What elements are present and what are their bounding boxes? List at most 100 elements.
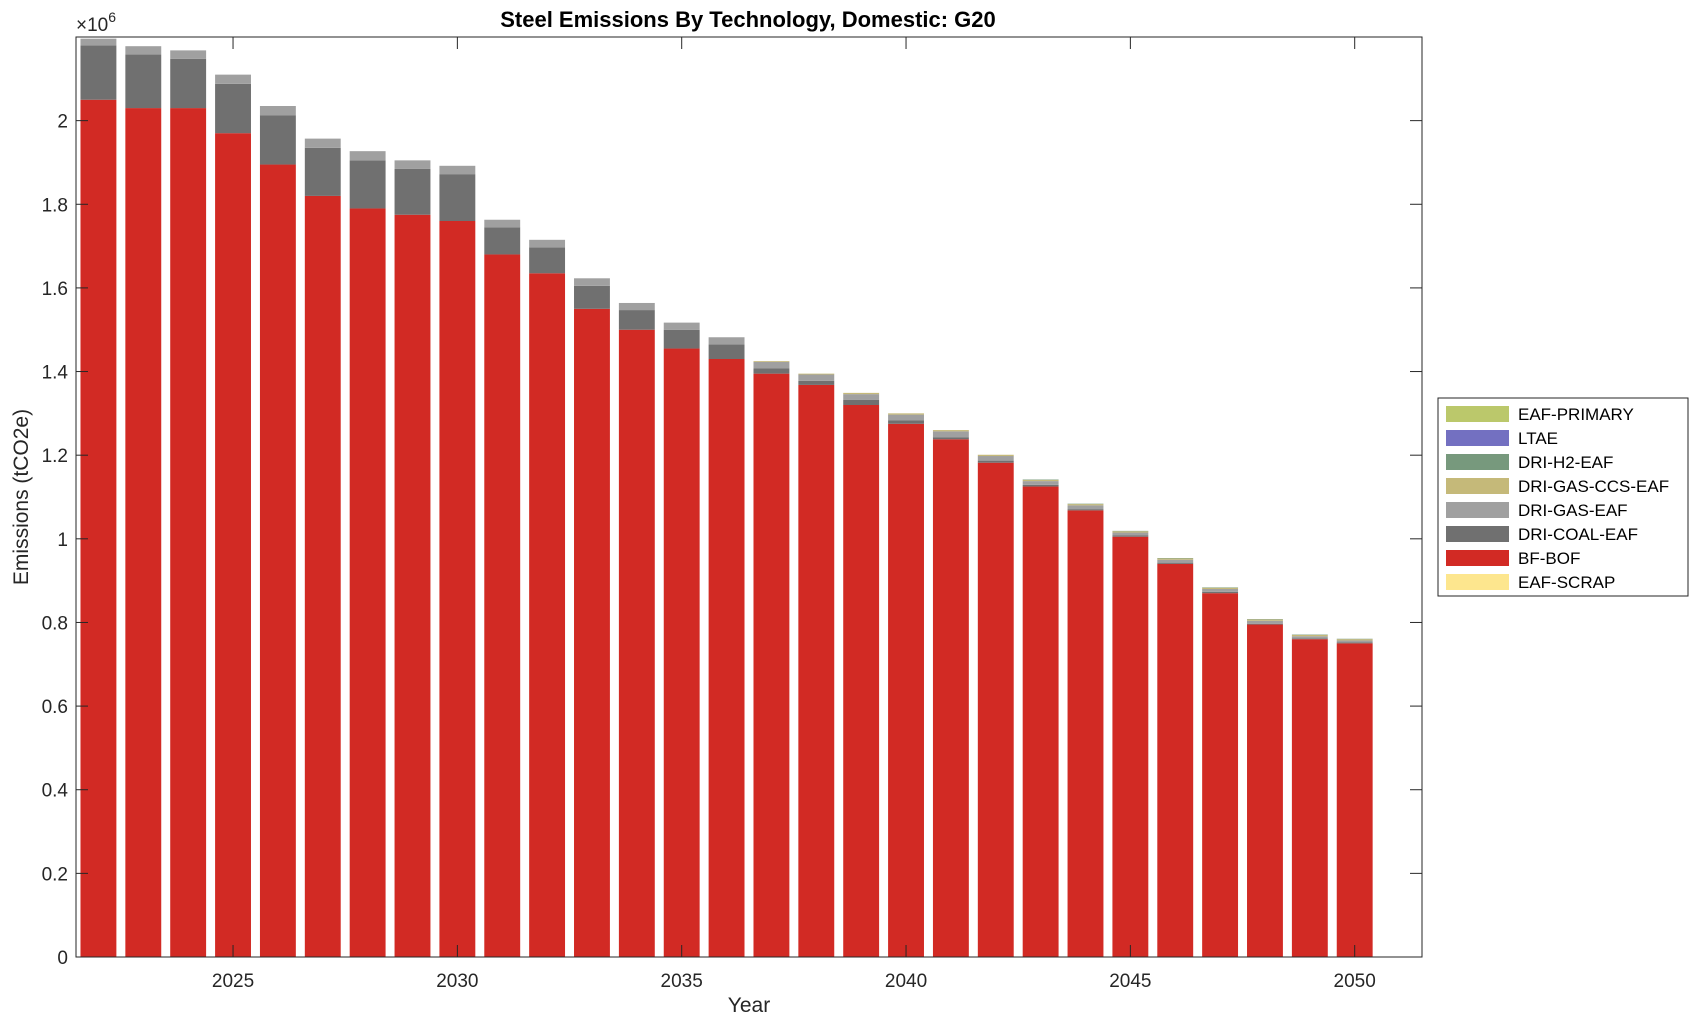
bar-dri-gas-ccs-eaf-2040 <box>888 413 924 415</box>
legend-label-bf-bof: BF-BOF <box>1518 549 1580 568</box>
bar-dri-coal-eaf-2049 <box>1291 638 1328 640</box>
bar-bf-bof-2046 <box>1157 563 1194 957</box>
legend-swatch-eaf-primary <box>1446 406 1509 422</box>
y-axis-label: Emissions (tCO2e) <box>10 409 33 585</box>
bar-dri-coal-eaf-2042 <box>977 460 1014 463</box>
bar-bf-bof-2045 <box>1112 536 1149 957</box>
bar-dri-coal-eaf-2043 <box>1022 484 1059 487</box>
y-tick-label: 1.4 <box>42 363 69 384</box>
bar-bf-bof-2035 <box>663 348 700 957</box>
bar-dri-gas-ccs-eaf-2047 <box>1202 587 1239 589</box>
bar-dri-gas-eaf-2040 <box>888 414 924 421</box>
bar-dri-coal-eaf-2023 <box>125 54 162 109</box>
bar-dri-gas-eaf-2044 <box>1067 505 1104 510</box>
x-tick-label: 2040 <box>885 971 927 992</box>
bar-dri-coal-eaf-2031 <box>484 227 521 255</box>
bar-dri-gas-eaf-2029 <box>394 160 431 169</box>
y-tick-label: 1 <box>57 530 68 551</box>
bar-dri-coal-eaf-2048 <box>1247 623 1283 625</box>
bar-bf-bof-2032 <box>529 273 566 957</box>
bar-dri-coal-eaf-2022 <box>80 45 117 100</box>
x-axis: 2025 2030 2035 2040 2045 2050 <box>212 37 1376 992</box>
bar-bf-bof-2038 <box>798 384 835 957</box>
bar-dri-coal-eaf-2033 <box>574 285 610 309</box>
y-exponent-label: ×106 <box>76 9 116 36</box>
bar-bf-bof-2043 <box>1022 486 1059 957</box>
bar-dri-gas-eaf-2026 <box>259 106 296 116</box>
bar-dri-coal-eaf-2029 <box>394 168 431 215</box>
bar-bf-bof-2028 <box>349 208 386 957</box>
bar-bf-bof-2024 <box>170 108 207 958</box>
bar-dri-coal-eaf-2034 <box>618 310 655 330</box>
legend-label-eaf-scrap: EAF-SCRAP <box>1518 573 1615 592</box>
bar-dri-gas-eaf-2046 <box>1157 559 1194 563</box>
bar-dri-coal-eaf-2045 <box>1112 535 1149 537</box>
bar-dri-gas-ccs-eaf-2037 <box>753 361 790 362</box>
bar-dri-coal-eaf-2036 <box>708 344 745 359</box>
legend-swatch-dri-h2-eaf <box>1446 454 1509 470</box>
bar-dri-coal-eaf-2025 <box>215 83 251 134</box>
bar-dri-coal-eaf-2037 <box>753 368 790 374</box>
bar-dri-gas-eaf-2050 <box>1336 640 1373 643</box>
y-axis: 0 0.2 0.4 0.6 0.8 1 1.2 1.4 1.6 1.8 2 <box>42 112 1422 969</box>
bar-dri-gas-eaf-2037 <box>753 361 790 369</box>
bar-dri-gas-eaf-2033 <box>574 278 610 286</box>
chart-title: Steel Emissions By Technology, Domestic:… <box>500 7 996 32</box>
y-exponent-power: 6 <box>108 9 116 25</box>
legend-swatch-dri-coal-eaf <box>1446 526 1509 542</box>
bar-dri-gas-ccs-eaf-2048 <box>1247 619 1283 621</box>
bar-dri-gas-ccs-eaf-2050 <box>1336 639 1373 641</box>
bar-dri-coal-eaf-2027 <box>304 147 341 196</box>
bar-dri-gas-ccs-eaf-2042 <box>977 454 1014 457</box>
bar-dri-gas-eaf-2047 <box>1202 589 1239 592</box>
legend-label-dri-gas-eaf: DRI-GAS-EAF <box>1518 501 1628 520</box>
legend: EAF-PRIMARY LTAE DRI-H2-EAF DRI-GAS-CCS-EAF… <box>1437 397 1689 597</box>
bar-dri-gas-eaf-2022 <box>80 38 117 46</box>
bar-dri-coal-eaf-2039 <box>843 399 880 405</box>
bar-bf-bof-2037 <box>753 373 790 957</box>
bar-dri-coal-eaf-2041 <box>932 437 969 440</box>
bar-dri-gas-eaf-2030 <box>439 165 476 175</box>
bar-bf-bof-2030 <box>439 221 476 957</box>
bar-dri-gas-ccs-eaf-2046 <box>1157 558 1194 560</box>
bar-dri-gas-eaf-2034 <box>618 302 655 311</box>
bar-bf-bof-2036 <box>708 359 745 957</box>
bar-bf-bof-2027 <box>304 195 341 957</box>
bar-bf-bof-2048 <box>1247 624 1283 957</box>
legend-swatch-dri-gas-eaf <box>1446 502 1509 518</box>
bar-dri-gas-eaf-2023 <box>125 46 162 55</box>
bar-dri-gas-eaf-2024 <box>170 50 207 59</box>
bar-bf-bof-2034 <box>618 329 655 958</box>
bar-dri-coal-eaf-2050 <box>1336 642 1373 644</box>
bar-dri-gas-eaf-2048 <box>1247 620 1283 624</box>
bar-dri-coal-eaf-2035 <box>663 329 700 349</box>
y-tick-label: 0.8 <box>42 613 68 634</box>
bar-bf-bof-2041 <box>932 439 969 957</box>
y-tick-label: 0.4 <box>42 781 69 802</box>
x-tick-label: 2030 <box>436 971 478 992</box>
legend-label-dri-coal-eaf: DRI-COAL-EAF <box>1518 525 1638 544</box>
bar-bf-bof-2040 <box>888 423 924 957</box>
bar-dri-gas-ccs-eaf-2041 <box>932 430 969 432</box>
bar-dri-gas-eaf-2025 <box>215 74 251 84</box>
x-tick-label: 2045 <box>1109 971 1151 992</box>
bar-dri-gas-ccs-eaf-2038 <box>798 373 835 375</box>
y-tick-label: 2 <box>57 112 68 133</box>
bar-bf-bof-2025 <box>215 133 251 957</box>
bar-dri-gas-eaf-2028 <box>349 151 386 161</box>
legend-label-ltae: LTAE <box>1518 429 1558 448</box>
bar-dri-gas-eaf-2032 <box>529 239 566 248</box>
bar-dri-coal-eaf-2038 <box>798 380 835 385</box>
bars-group <box>80 38 1373 958</box>
bar-dri-coal-eaf-2030 <box>439 174 476 221</box>
y-exponent-base: ×10 <box>76 15 108 36</box>
bar-dri-coal-eaf-2032 <box>529 247 566 274</box>
bar-dri-gas-ccs-eaf-2044 <box>1067 504 1104 506</box>
bar-dri-gas-eaf-2039 <box>843 394 880 400</box>
bar-bf-bof-2029 <box>394 214 431 958</box>
legend-label-dri-gas-ccs-eaf: DRI-GAS-CCS-EAF <box>1518 477 1669 496</box>
x-axis-label: Year <box>728 994 770 1017</box>
y-tick-label: 0 <box>57 948 68 969</box>
bar-dri-gas-ccs-eaf-2043 <box>1022 479 1059 482</box>
